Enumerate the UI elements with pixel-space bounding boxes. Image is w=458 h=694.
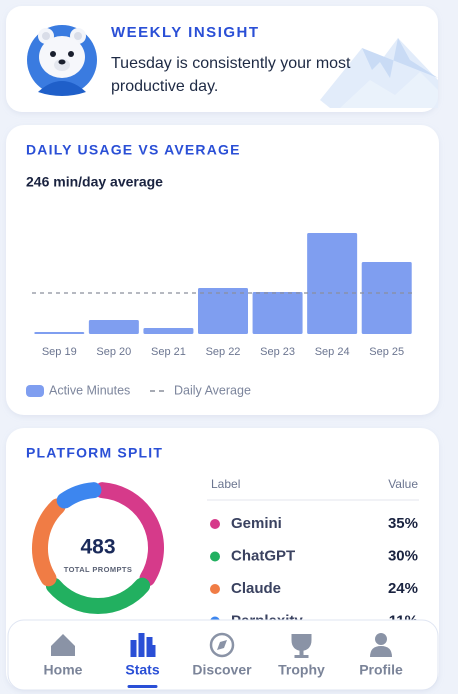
nav-item[interactable]: Profile bbox=[359, 662, 403, 678]
platform-label: ChatGPT bbox=[231, 547, 295, 564]
nav-icon bbox=[209, 632, 235, 658]
legend-dot bbox=[210, 551, 220, 562]
legend-dot bbox=[210, 584, 220, 594]
legend-dot bbox=[210, 519, 220, 529]
nav-item[interactable]: Home bbox=[44, 662, 83, 678]
legend-swatch bbox=[26, 385, 44, 397]
bear-avatar bbox=[27, 25, 97, 96]
nav-icon bbox=[130, 633, 156, 657]
x-tick-label: Sep 22 bbox=[206, 346, 241, 358]
x-tick-label: Sep 21 bbox=[151, 346, 186, 358]
insight-title: WEEKLY INSIGHT bbox=[111, 24, 260, 41]
bar bbox=[307, 233, 358, 334]
bar bbox=[198, 288, 248, 334]
nav-active-indicator bbox=[127, 685, 158, 688]
x-tick-label: Sep 25 bbox=[369, 346, 404, 358]
bar bbox=[143, 328, 194, 334]
x-tick-label: Sep 20 bbox=[96, 346, 131, 358]
card-subtitle: 246 min/day average bbox=[26, 174, 163, 190]
donut-segment bbox=[56, 482, 102, 509]
usage-card bbox=[6, 125, 439, 415]
nav-icon bbox=[370, 633, 392, 657]
x-tick-label: Sep 19 bbox=[42, 346, 77, 358]
table-header: Label bbox=[211, 477, 240, 491]
platform-label: Gemini bbox=[231, 515, 282, 532]
platform-value: 35% bbox=[388, 515, 418, 532]
donut-segment bbox=[45, 577, 151, 614]
bar bbox=[361, 262, 412, 334]
platform-value: 30% bbox=[388, 547, 418, 564]
insight-card bbox=[6, 6, 438, 112]
legend-label: Active Minutes bbox=[49, 383, 130, 397]
nav-item[interactable]: Stats bbox=[125, 662, 159, 678]
donut-total: 483 bbox=[80, 536, 115, 559]
legend-label: Daily Average bbox=[174, 383, 251, 397]
bar bbox=[252, 292, 303, 334]
bar bbox=[34, 332, 85, 334]
donut-segment bbox=[94, 482, 164, 587]
nav-icon bbox=[291, 634, 312, 658]
donut-total-label: TOTAL PROMPTS bbox=[64, 565, 133, 574]
x-tick-label: Sep 23 bbox=[260, 346, 295, 358]
nav-icon bbox=[51, 634, 75, 656]
x-tick-label: Sep 24 bbox=[315, 346, 350, 358]
insight-text: Tuesday is consistently your most produc… bbox=[111, 55, 351, 95]
platform-value: 24% bbox=[388, 580, 418, 597]
nav-item[interactable]: Discover bbox=[192, 662, 252, 678]
card-title: DAILY USAGE VS AVERAGE bbox=[26, 142, 241, 158]
mountain-decoration bbox=[320, 38, 438, 108]
table-header: Value bbox=[388, 477, 418, 491]
nav-item[interactable]: Trophy bbox=[278, 662, 325, 678]
card-title: PLATFORM SPLIT bbox=[26, 445, 163, 461]
platform-label: Claude bbox=[231, 580, 281, 597]
bar bbox=[88, 320, 139, 334]
donut-segment bbox=[32, 498, 66, 587]
